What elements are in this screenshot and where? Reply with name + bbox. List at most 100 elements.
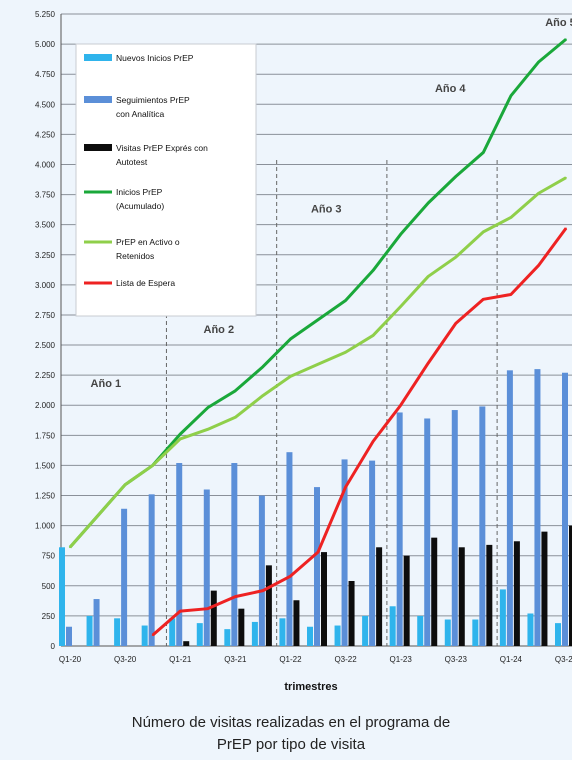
x-tick-label: Q3-23	[445, 655, 468, 664]
y-tick-label: 0	[51, 642, 56, 651]
point-activos	[206, 428, 209, 431]
legend-label-expres: Autotest	[116, 157, 148, 167]
point-espera	[179, 610, 182, 612]
point-espera	[454, 322, 457, 325]
x-tick-label: Q1-21	[169, 655, 192, 664]
legend-label-activos: Retenidos	[116, 251, 154, 261]
bar-seguimientos	[479, 406, 486, 646]
point-inicios_acum	[482, 151, 485, 154]
bar-seguimientos	[176, 463, 183, 646]
legend-label-espera: Lista de Espera	[116, 278, 175, 288]
bar-nuevos	[444, 619, 451, 646]
bar-expres	[376, 547, 383, 646]
bar-seguimientos	[396, 412, 403, 646]
point-espera	[344, 486, 347, 488]
bar-nuevos	[417, 615, 424, 646]
bar-seguimientos	[534, 369, 541, 646]
bar-expres	[321, 552, 327, 646]
point-activos	[69, 546, 71, 549]
bar-expres	[569, 525, 572, 646]
legend-label-nuevos: Nuevos Inicios PrEP	[116, 53, 194, 63]
bar-seguimientos	[148, 494, 155, 646]
point-activos	[344, 351, 347, 354]
y-tick-label: 1.500	[35, 461, 56, 470]
y-tick-label: 2.000	[35, 401, 56, 410]
point-espera	[317, 551, 319, 553]
bar-nuevos	[499, 589, 506, 646]
bar-seguimientos	[286, 452, 293, 646]
bar-seguimientos	[121, 508, 128, 646]
bar-expres	[486, 544, 493, 646]
point-espera	[372, 440, 374, 443]
legend	[75, 43, 257, 317]
line-espera	[151, 227, 568, 637]
bar-seguimientos	[93, 599, 100, 646]
y-tick-label: 3.500	[35, 221, 56, 230]
point-activos	[317, 363, 319, 366]
point-inicios_acum	[344, 299, 347, 302]
point-activos	[179, 438, 182, 440]
point-activos	[454, 256, 457, 258]
bar-nuevos	[334, 625, 341, 646]
point-espera	[399, 404, 402, 407]
y-tick-label: 4.250	[35, 130, 56, 139]
point-inicios_acum	[510, 95, 512, 97]
point-espera	[289, 575, 292, 577]
bar-expres	[458, 547, 465, 646]
point-espera	[151, 634, 154, 636]
year-label: Año 3	[311, 204, 342, 216]
x-tick-label: Q3-21	[224, 655, 247, 664]
bar-seguimientos	[562, 372, 568, 646]
y-tick-label: 1.750	[35, 431, 56, 440]
point-espera	[262, 589, 264, 592]
point-espera	[234, 595, 237, 598]
chart: 0 250 500 750 1.000 1.250 1.500 1.750 2.000 2.250…	[35, 10, 572, 693]
legend-label-activos: PrEP en Activo o	[116, 237, 180, 247]
y-tick-label: 4.000	[35, 160, 56, 169]
point-activos	[124, 483, 126, 486]
x-tick-label: Q3-20	[114, 655, 137, 664]
legend-label-inicios_acum: (Acumulado)	[116, 201, 164, 211]
bar-nuevos	[196, 623, 203, 646]
bar-nuevos	[86, 615, 93, 646]
bar-seguimientos	[506, 370, 513, 646]
point-activos	[427, 275, 430, 278]
legend-swatch-expres	[84, 144, 112, 151]
bar-nuevos	[472, 619, 479, 646]
point-activos	[289, 375, 292, 378]
x-tick-label: Q3-24	[555, 655, 572, 664]
bar-expres	[238, 608, 245, 646]
point-activos	[151, 464, 154, 467]
bar-seguimientos	[451, 410, 458, 646]
bar-expres	[431, 537, 438, 646]
point-inicios_acum	[234, 389, 237, 392]
point-espera	[427, 362, 430, 364]
point-inicios_acum	[537, 61, 540, 63]
bar-expres	[348, 580, 355, 646]
y-tick-label: 3.250	[35, 251, 56, 260]
caption-line-2: PrEP por tipo de visita	[216, 736, 366, 753]
bar-nuevos	[555, 623, 561, 646]
caption-line-1: Número de visitas realizadas en el progr…	[131, 714, 451, 731]
x-tick-label: Q1-22	[279, 655, 302, 664]
bar-nuevos	[59, 547, 65, 646]
point-inicios_acum	[179, 433, 182, 435]
y-tick-label: 3.750	[35, 191, 56, 200]
bar-seguimientos	[424, 418, 431, 646]
point-espera	[482, 298, 485, 301]
bar-nuevos	[169, 618, 176, 646]
point-inicios_acum	[565, 38, 567, 41]
y-tick-label: 5.000	[35, 40, 56, 49]
point-activos	[510, 216, 512, 219]
bar-nuevos	[389, 606, 396, 646]
bar-expres	[403, 555, 410, 646]
x-tick-label: Q1-24	[500, 655, 523, 664]
point-activos	[482, 231, 485, 233]
point-activos	[262, 394, 264, 397]
chart-caption: Número de visitas realizadas en el progr…	[66, 712, 516, 756]
y-tick-label: 250	[42, 612, 56, 621]
point-inicios_acum	[317, 318, 319, 321]
y-tick-label: 1.000	[35, 522, 56, 531]
year-label: Año 5	[545, 17, 572, 29]
point-activos	[234, 416, 237, 419]
